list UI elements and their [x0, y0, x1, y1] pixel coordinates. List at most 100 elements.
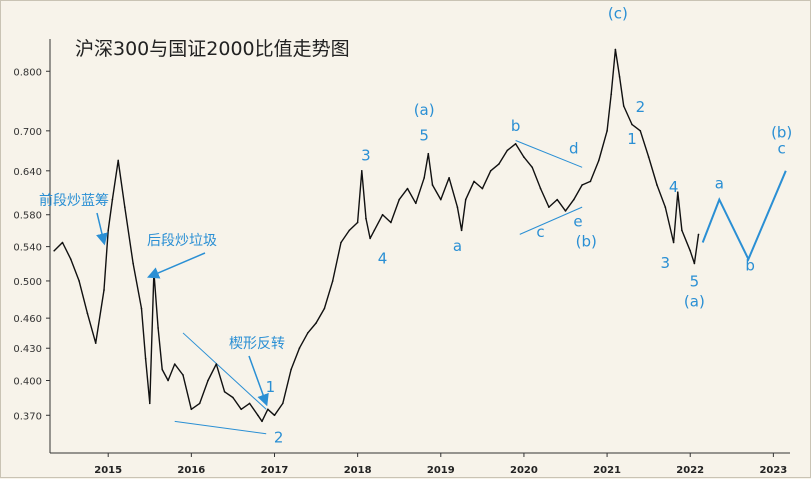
x-ticks: 2015 2016 2017 2018 2019 2020 2021 2022 2023	[94, 453, 787, 476]
wave-label: c	[778, 140, 786, 158]
data-point	[53, 249, 55, 252]
data-point	[618, 76, 621, 78]
y-tick-label: 0.800	[13, 67, 42, 78]
x-tick-label: 2018	[344, 465, 372, 476]
data-point	[406, 187, 409, 190]
data-point	[365, 217, 367, 220]
data-point	[693, 262, 696, 265]
data-point	[69, 258, 72, 260]
data-point	[514, 142, 517, 145]
wave-label: 4	[378, 249, 388, 267]
data-point	[622, 105, 625, 107]
data-point	[464, 198, 467, 201]
data-point	[589, 180, 592, 183]
data-point	[240, 408, 243, 411]
data-point	[282, 402, 284, 405]
data-point	[481, 187, 484, 190]
y-ticks: 0.800 0.700 0.640 0.580 0.540 0.500 0.460 0.430…	[13, 67, 50, 422]
data-point	[107, 229, 110, 232]
data-point	[117, 159, 119, 162]
data-point	[423, 177, 425, 179]
x-tick-label: 2017	[261, 465, 289, 476]
data-point	[523, 156, 525, 158]
series-line	[53, 48, 700, 422]
data-point	[232, 396, 234, 399]
data-point	[506, 149, 509, 152]
data-point	[356, 221, 359, 224]
annotation-text: 后段炒垃圾	[147, 233, 217, 249]
data-point	[369, 237, 371, 240]
data-point	[439, 198, 442, 201]
data-point	[610, 93, 613, 95]
data-point	[656, 184, 658, 186]
data-point	[689, 249, 692, 252]
data-point	[398, 198, 401, 201]
data-point	[182, 374, 184, 376]
data-point	[564, 210, 567, 212]
data-point	[148, 402, 151, 405]
data-point	[331, 280, 334, 282]
data-point	[581, 184, 583, 186]
data-point	[606, 130, 608, 132]
data-point	[460, 229, 463, 232]
data-point	[498, 163, 500, 165]
data-point	[173, 363, 176, 365]
data-point	[306, 332, 309, 334]
data-point	[631, 123, 633, 126]
data-point	[360, 170, 363, 172]
trendline-triangle-lower-2020	[519, 206, 583, 235]
data-point	[573, 198, 575, 201]
data-point	[448, 177, 450, 179]
x-tick-label: 2021	[593, 465, 621, 476]
data-point	[157, 327, 159, 329]
wave-label: 5	[690, 272, 700, 290]
wave-label: 5	[419, 126, 429, 144]
data-point	[531, 166, 534, 169]
data-point	[78, 280, 80, 282]
projection-layer	[701, 170, 787, 262]
data-point	[161, 368, 164, 371]
data-point	[61, 241, 64, 244]
data-point	[639, 130, 642, 132]
wave-label: 4	[669, 178, 679, 196]
x-tick-label: 2022	[676, 465, 704, 476]
wave-label: e	[573, 212, 582, 230]
data-point	[298, 347, 301, 350]
wave-label: a	[715, 175, 724, 193]
trendlines	[174, 140, 583, 435]
y-tick-label: 0.500	[13, 277, 42, 288]
wave-label: (b)	[771, 123, 792, 141]
annotation-text: 前段炒蓝筹	[39, 192, 109, 209]
data-point	[456, 206, 459, 208]
wave-label: 1	[266, 378, 276, 396]
data-point	[198, 402, 201, 405]
wave-label: b	[745, 256, 755, 274]
wave-label: 1	[627, 130, 637, 148]
annotation-arrow	[248, 355, 269, 407]
data-point	[664, 206, 667, 208]
wave-label: 2	[636, 98, 646, 116]
x-tick-label: 2016	[177, 465, 205, 476]
data-point	[190, 408, 193, 411]
data-point	[261, 420, 263, 423]
data-point	[144, 357, 147, 360]
data-point	[539, 187, 542, 190]
data-point	[340, 241, 342, 244]
data-point	[390, 221, 392, 224]
data-point	[215, 363, 218, 365]
wave-label: c	[536, 223, 544, 241]
y-tick-label: 0.370	[13, 411, 42, 422]
data-point	[489, 170, 492, 172]
data-point	[548, 206, 550, 208]
wave-label: 2	[274, 429, 284, 447]
x-tick-label: 2015	[94, 465, 122, 476]
data-point	[323, 307, 326, 310]
y-tick-label: 0.540	[13, 243, 42, 254]
wave-label: (b)	[576, 233, 597, 251]
data-point	[415, 202, 417, 205]
trendline-triangle-upper-2020	[515, 140, 583, 168]
